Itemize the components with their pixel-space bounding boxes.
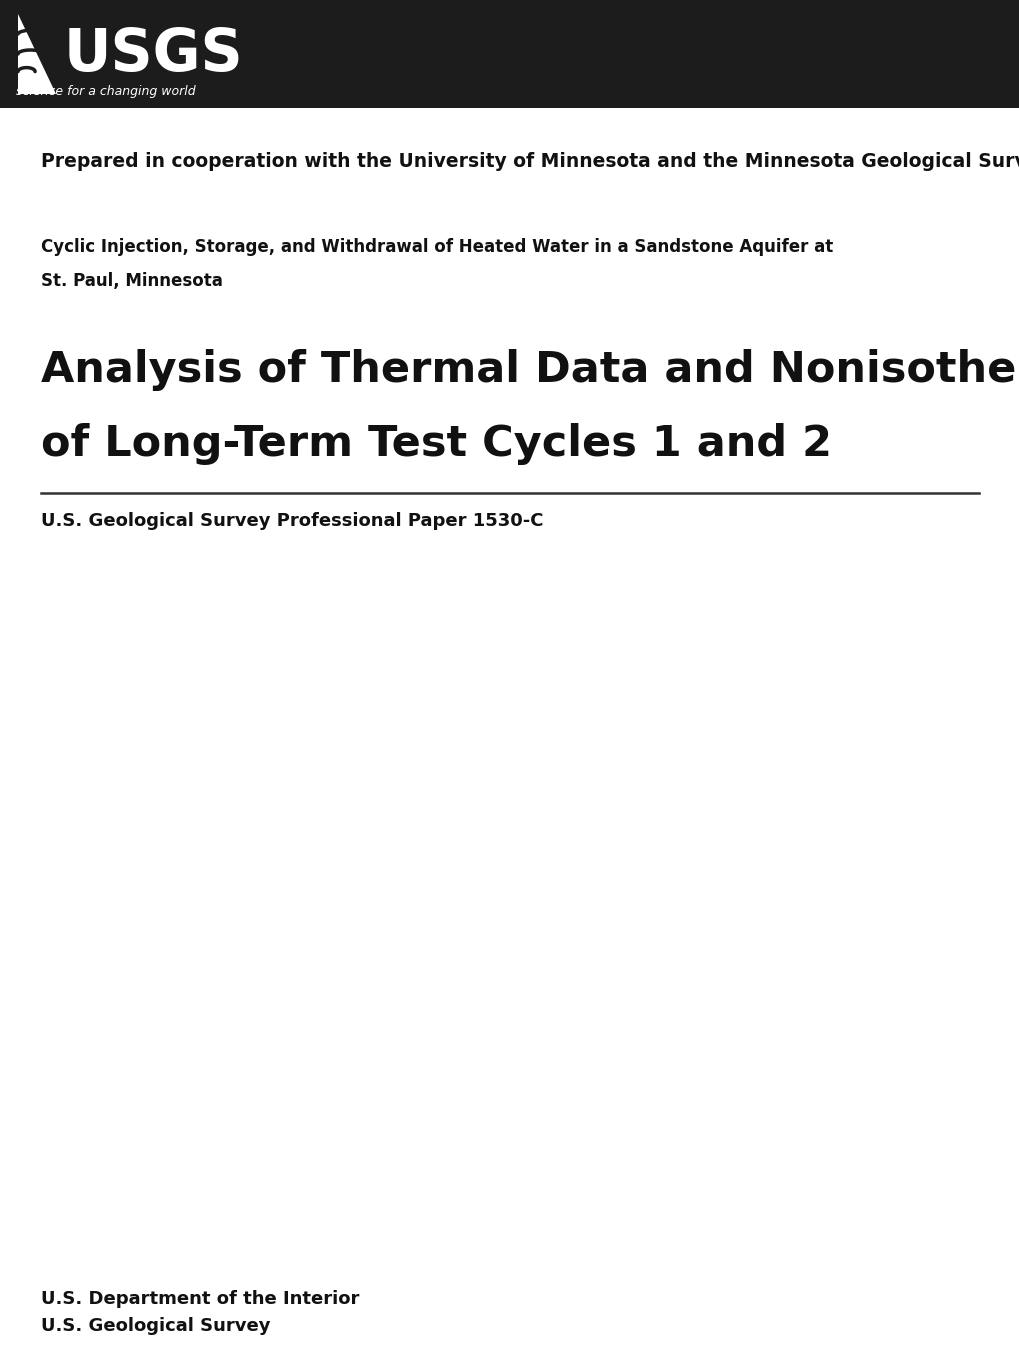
Text: Analysis of Thermal Data and Nonisothermal Modeling: Analysis of Thermal Data and Nonisotherm… — [41, 349, 1019, 390]
Text: USGS: USGS — [64, 26, 244, 82]
Text: science for a changing world: science for a changing world — [16, 85, 196, 99]
Text: St. Paul, Minnesota: St. Paul, Minnesota — [41, 271, 222, 290]
Polygon shape — [18, 14, 56, 95]
Text: Prepared in cooperation with the University of Minnesota and the Minnesota Geolo: Prepared in cooperation with the Univers… — [41, 152, 1019, 171]
Text: Cyclic Injection, Storage, and Withdrawal of Heated Water in a Sandstone Aquifer: Cyclic Injection, Storage, and Withdrawa… — [41, 237, 833, 256]
Text: of Long-Term Test Cycles 1 and 2: of Long-Term Test Cycles 1 and 2 — [41, 423, 830, 464]
Text: U.S. Geological Survey Professional Paper 1530-C: U.S. Geological Survey Professional Pape… — [41, 511, 543, 530]
Bar — [0, 0, 1019, 108]
Text: U.S. Geological Survey: U.S. Geological Survey — [41, 1317, 270, 1336]
Text: U.S. Department of the Interior: U.S. Department of the Interior — [41, 1289, 359, 1308]
